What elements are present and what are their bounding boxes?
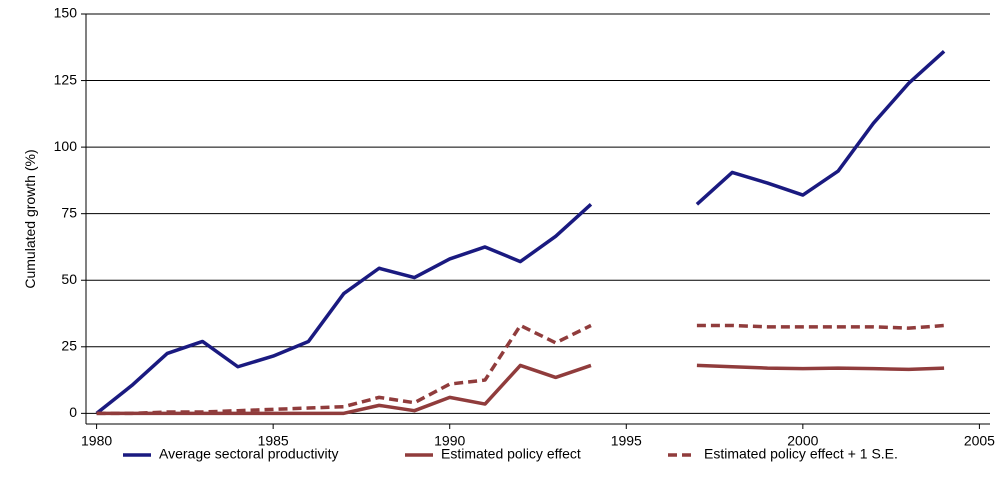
legend-label: Estimated policy effect	[441, 446, 581, 462]
x-tick-label: 1980	[81, 433, 112, 449]
y-tick-label: 150	[54, 5, 78, 21]
y-tick-label: 75	[61, 204, 77, 220]
series-line	[95, 49, 946, 415]
x-tick-label: 1990	[434, 433, 465, 449]
y-tick-label: 125	[54, 71, 78, 87]
legend-label: Estimated policy effect + 1 S.E.	[704, 446, 898, 462]
y-tick-label: 0	[69, 404, 77, 420]
x-tick-label: 2000	[787, 433, 818, 449]
y-axis-label: Cumulated growth (%)	[22, 149, 38, 288]
y-tick-label: 100	[54, 138, 78, 154]
legend-label: Average sectoral productivity	[159, 446, 339, 462]
x-tick-label: 2005	[964, 433, 995, 449]
series-line	[96, 363, 945, 416]
y-tick-label: 50	[61, 271, 77, 287]
y-tick-label: 25	[61, 337, 77, 353]
x-tick-label: 1985	[258, 433, 289, 449]
x-tick-label: 1995	[611, 433, 642, 449]
series-line	[96, 323, 945, 416]
